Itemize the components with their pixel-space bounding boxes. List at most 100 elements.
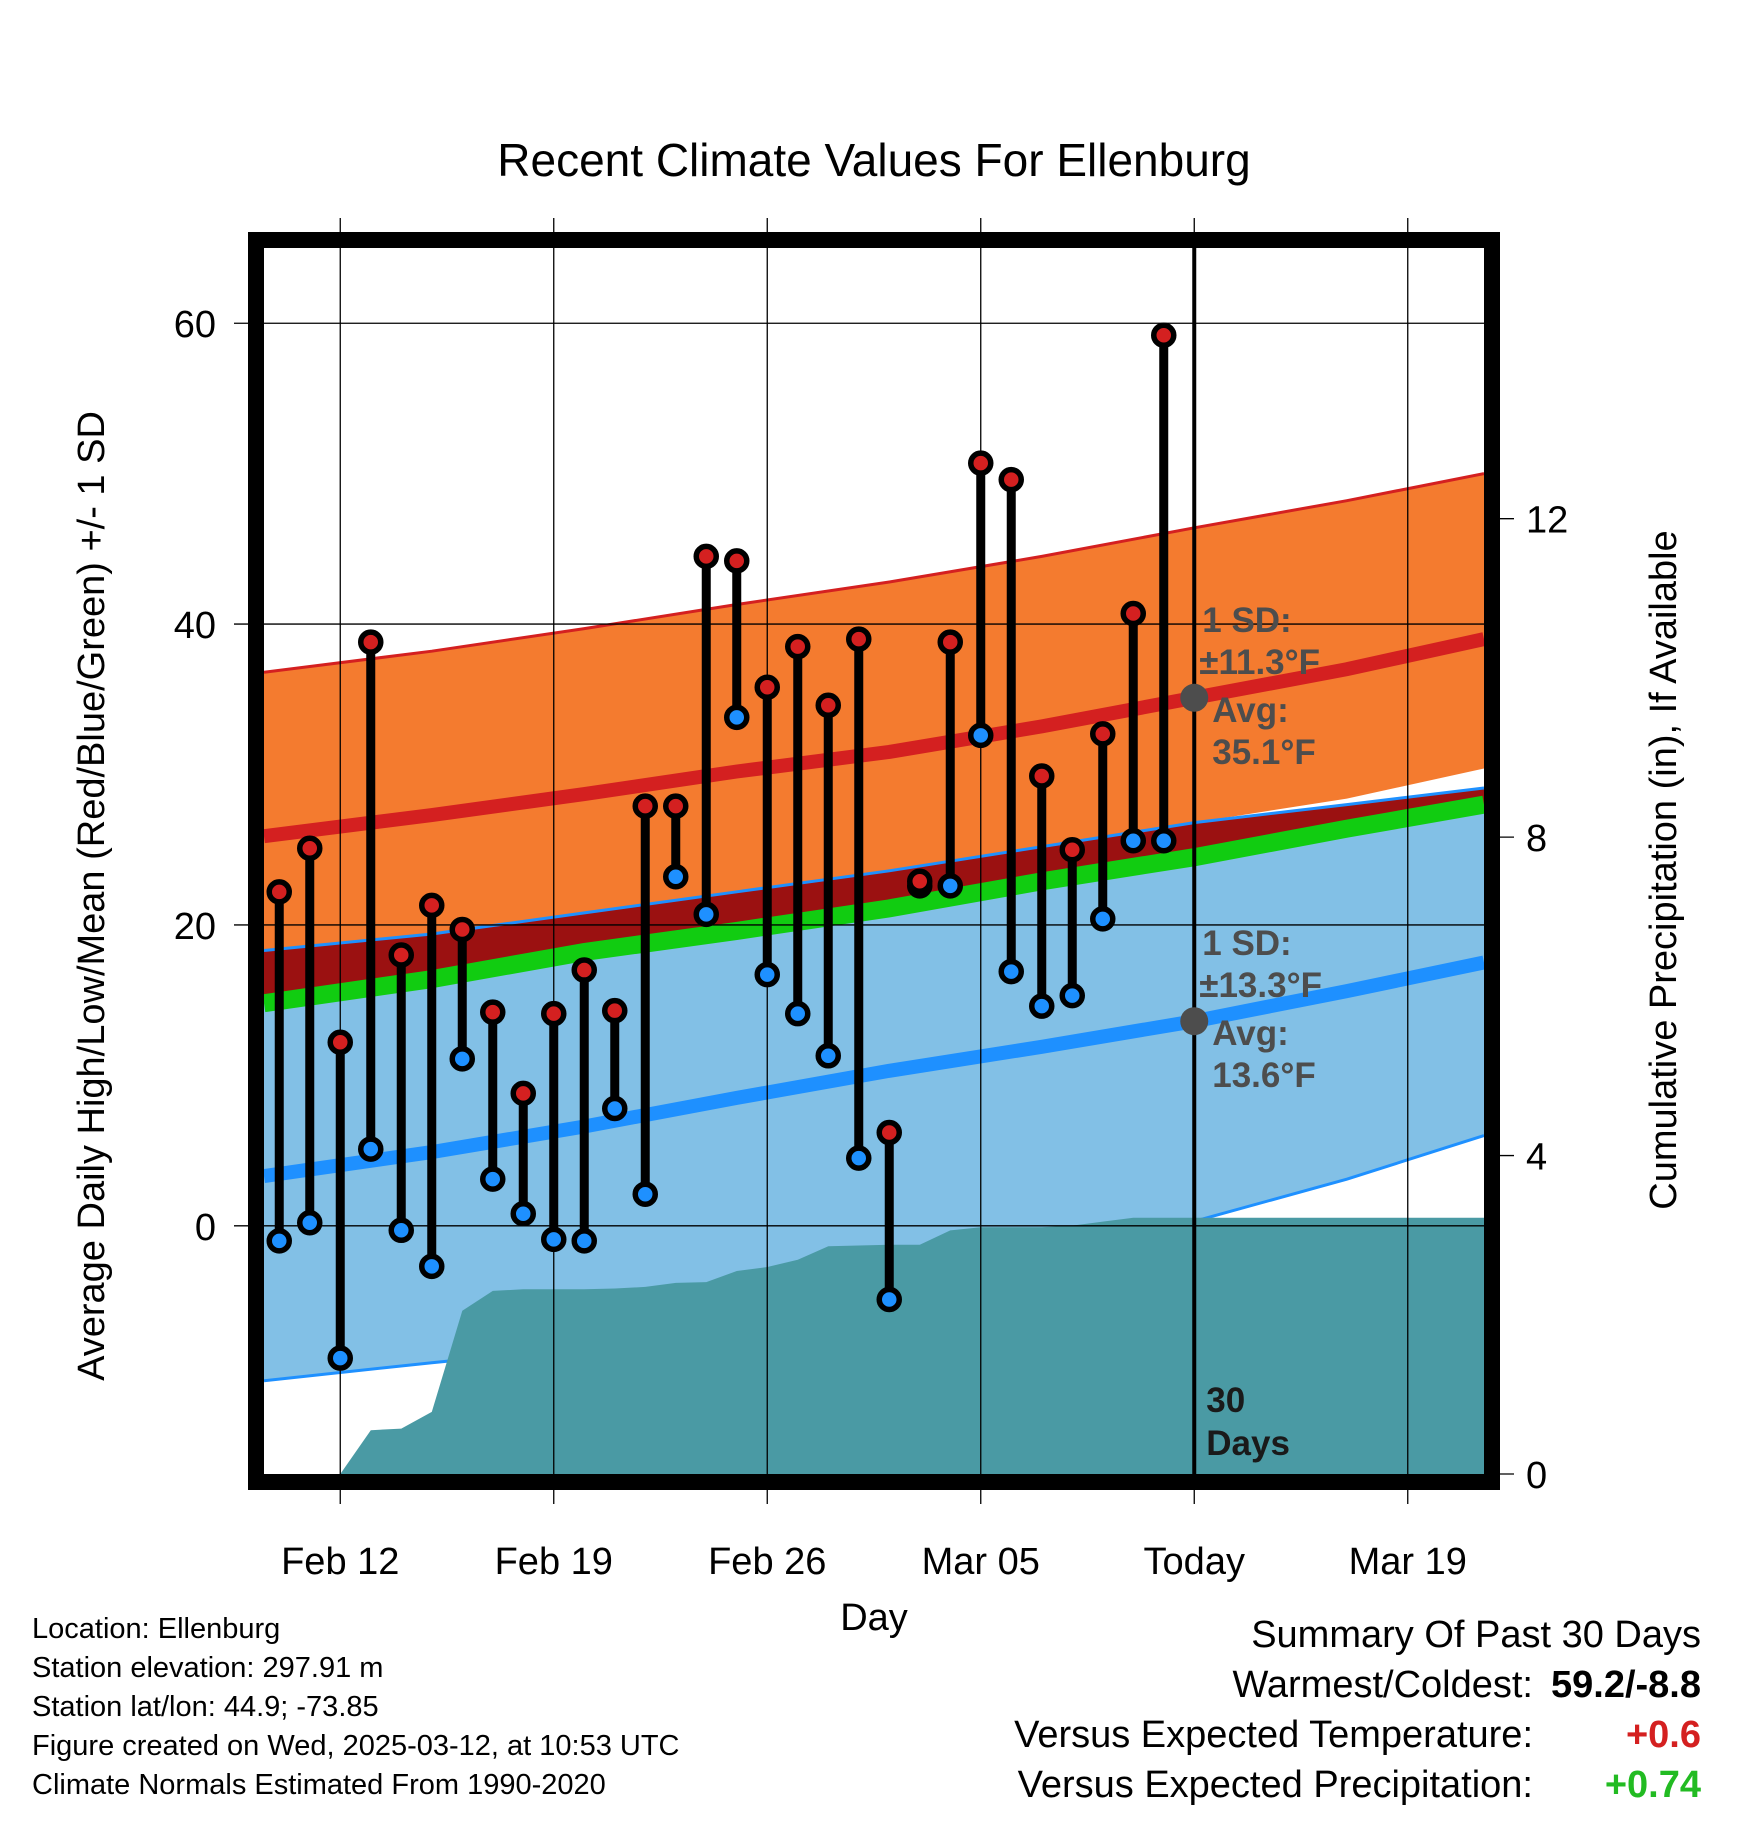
y-axis-label: Average Daily High/Low/Mean (Red/Blue/Gr… [71, 411, 113, 1381]
high-normal-text: 35.1°F [1212, 733, 1316, 772]
today-days-label: 30 [1206, 1381, 1245, 1420]
high-point [693, 543, 719, 570]
axis-ticks: Feb 12 Feb 19 Feb 26 Mar 05 Today Mar 1902040… [174, 218, 1568, 1583]
low-point [724, 704, 750, 731]
low-normal-line [264, 955, 1484, 1184]
warmest-coldest-label: Warmest/Coldest: [1232, 1664, 1533, 1706]
y-tick-label: 40 [174, 605, 216, 647]
high-normal-text: 1 SD: [1202, 601, 1291, 640]
low-normal-text: 1 SD: [1202, 924, 1291, 963]
temp-value: +0.6 [1625, 1714, 1701, 1756]
high-point [937, 629, 963, 655]
high-point [602, 997, 628, 1024]
low-point [846, 1145, 872, 1171]
x-tick-label: Mar 05 [922, 1541, 1040, 1583]
high-point [846, 626, 872, 652]
today-marker: 30 Days [1192, 248, 1290, 1474]
low-point [632, 1181, 658, 1207]
precip-row: Versus Expected Precipitation: +0.74 [1014, 1760, 1701, 1810]
high-point [1151, 322, 1177, 348]
temp-row: Versus Expected Temperature: +0.6 [1014, 1710, 1701, 1760]
low-point [297, 1210, 323, 1236]
high-point [1120, 600, 1146, 627]
y-tick-label: 60 [174, 304, 216, 346]
low-point [1059, 982, 1085, 1009]
high-point [388, 942, 414, 968]
high-normal-text: Avg: [1212, 691, 1288, 730]
warmest-coldest-row: Warmest/Coldest: 59.2/-8.8 [1014, 1660, 1701, 1710]
precip-value: +0.74 [1604, 1764, 1701, 1806]
y2-tick-label: 8 [1526, 818, 1547, 860]
high-point [510, 1080, 536, 1107]
daily-range-bars [274, 335, 1169, 1359]
low-point [693, 901, 719, 928]
x-tick-label: Feb 19 [495, 1541, 613, 1583]
summary-panel: Summary Of Past 30 Days Warmest/Coldest:… [1014, 1610, 1701, 1810]
low-normal-text: ±13.3°F [1199, 966, 1322, 1005]
low-point [266, 1228, 292, 1254]
plot-frame [248, 232, 1500, 1490]
low-point [998, 958, 1024, 985]
high-point [358, 629, 384, 655]
high-point [663, 793, 689, 819]
precip-cumulative-area [340, 1217, 1484, 1474]
low-point [663, 864, 689, 890]
created-text: Figure created on Wed, 2025-03-12, at 10… [32, 1730, 680, 1762]
low-point [480, 1166, 506, 1192]
high-point [571, 957, 597, 983]
high-normal-text: ±11.3°F [1199, 643, 1320, 682]
low-point [968, 722, 994, 749]
high-point [1029, 763, 1055, 789]
elevation-text: Station elevation: 297.91 m [32, 1652, 384, 1684]
low-band-upper-edge [264, 786, 1484, 952]
low-point [876, 1286, 902, 1313]
high-point [876, 1119, 902, 1146]
low-point [1120, 827, 1146, 854]
high-point [815, 692, 841, 719]
low-normal-dot [1180, 1007, 1209, 1036]
y-tick-label: 20 [174, 906, 216, 948]
today-days-label: Days [1206, 1424, 1290, 1463]
high-point [449, 916, 475, 943]
x-tick-label: Mar 19 [1349, 1541, 1467, 1583]
low-normal-text: Avg: [1212, 1014, 1288, 1053]
y2-tick-label: 12 [1526, 500, 1568, 542]
high-normal-dot [1180, 683, 1209, 712]
low-point [419, 1253, 445, 1280]
low-point [541, 1226, 567, 1253]
station-info: Location: Ellenburg Station elevation: 2… [32, 1610, 680, 1805]
normal-bands [264, 472, 1484, 1383]
precip-area [340, 1217, 1484, 1474]
x-tick-label: Feb 26 [708, 1541, 826, 1583]
x-tick-label: Today [1144, 1541, 1245, 1583]
low-point [1090, 906, 1116, 932]
high-point [785, 633, 811, 660]
low-normal-text: 13.6°F [1212, 1056, 1316, 1095]
high-point [327, 1029, 353, 1056]
low-point [937, 873, 963, 899]
y2-axis-label: Cumulative Precipitation (in), If Availa… [1643, 530, 1685, 1209]
high-normal-line [264, 632, 1484, 844]
low-point [358, 1136, 384, 1162]
low-point [327, 1345, 353, 1371]
x-axis-label: Day [840, 1597, 908, 1639]
chart-title: Recent Climate Values For Ellenburg [497, 134, 1250, 186]
high-point [907, 868, 933, 895]
high-point [1059, 836, 1085, 863]
high-point [419, 892, 445, 919]
low-point [388, 1217, 414, 1244]
x-tick-label: Feb 12 [281, 1541, 399, 1583]
high-point [968, 450, 994, 476]
high-point [266, 879, 292, 905]
low-point [1029, 993, 1055, 1019]
high-band-upper-edge [264, 472, 1484, 674]
low-point [510, 1201, 536, 1227]
y2-tick-label: 4 [1526, 1137, 1547, 1179]
location-text: Location: Ellenburg [32, 1613, 281, 1645]
high-point [632, 793, 658, 819]
high-point [297, 835, 323, 861]
low-point [785, 1000, 811, 1027]
high-point [724, 548, 750, 574]
